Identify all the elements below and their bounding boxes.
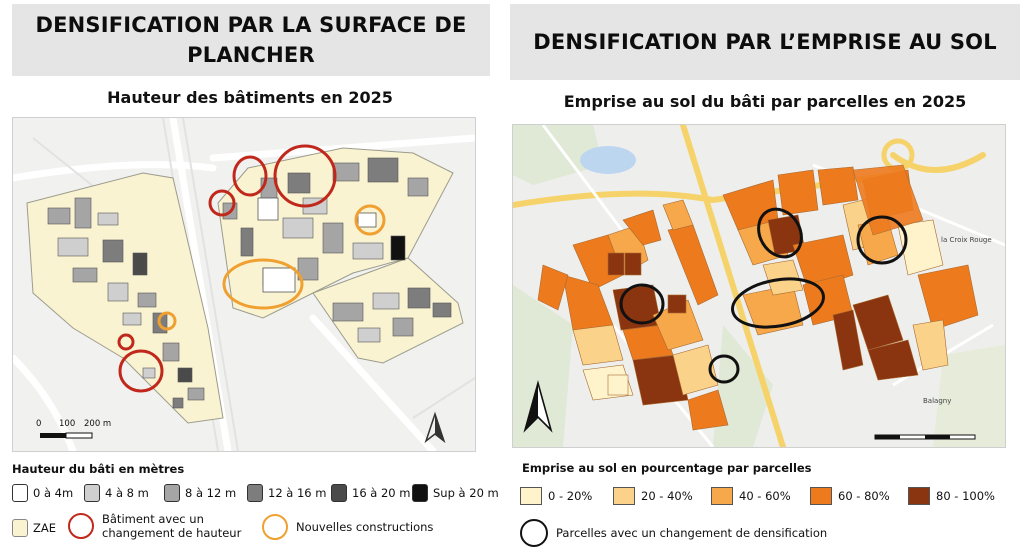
legend-item-height-16-20: 16 à 20 m [331,484,410,502]
legend-item-height-12-16: 12 à 16 m [247,484,326,502]
legend-item-height-4-8: 4 à 8 m [84,484,149,502]
legend-label: ZAE [33,521,57,535]
swatch-height-16-20 [331,484,347,502]
legend-item-height-over-20: Sup à 20 m [412,484,499,502]
legend-item-zae: ZAE [12,519,56,537]
footprint-parcel-map: la Croix Rouge Balagny [512,124,1006,448]
place-label-croix-rouge: la Croix Rouge [941,236,992,244]
place-label-balagny: Balagny [923,397,952,405]
legend-label: Sup à 20 m [433,486,499,500]
building-height-map-drawing [13,118,475,451]
red-circle-icon [68,513,94,539]
legend-label: 4 à 8 m [105,486,149,500]
legend-label-line2: changement de hauteur [102,526,242,540]
swatch-footprint-60-80 [810,487,832,505]
left-banner-title: DENSIFICATION PAR LA SURFACE DE PLANCHER [12,4,490,76]
legend-label: 80 - 100% [936,489,995,503]
legend-item-densification-change: Parcelles avec un changement de densific… [520,519,827,547]
legend-item-footprint-20-40: 20 - 40% [613,487,693,505]
panel-floor-area: DENSIFICATION PAR LA SURFACE DE PLANCHER… [0,0,500,552]
black-circle-icon [520,519,548,547]
legend-item-height-8-12: 8 à 12 m [164,484,236,502]
swatch-height-8-12 [164,484,180,502]
legend-label-multiline: Bâtiment avec un changement de hauteur [102,512,241,540]
north-arrow-icon [424,411,446,444]
swatch-height-12-16 [247,484,263,502]
legend-item-footprint-40-60: 40 - 60% [711,487,791,505]
scale-label-100: 100 [59,419,76,429]
legend-item-height-change: Bâtiment avec un changement de hauteur [68,512,241,540]
legend-label: 8 à 12 m [185,486,237,500]
legend-item-footprint-0-20: 0 - 20% [520,487,592,505]
left-map-subtitle: Hauteur des bâtiments en 2025 [107,88,393,107]
building-height-map: 0 100 200 m [12,117,476,452]
swatch-height-4-8 [84,484,100,502]
swatch-footprint-40-60 [711,487,733,505]
swatch-footprint-80-100 [908,487,930,505]
swatch-footprint-20-40 [613,487,635,505]
legend-label-line1: Bâtiment avec un [102,512,204,526]
legend-label: 0 - 20% [548,489,593,503]
swatch-footprint-0-20 [520,487,542,505]
footprint-parcel-map-drawing [513,125,1005,447]
legend-label: 60 - 80% [838,489,890,503]
right-legend-title: Emprise au sol en pourcentage par parcel… [522,461,812,475]
right-map-subtitle: Emprise au sol du bâti par parcelles en … [563,92,967,111]
legend-item-footprint-80-100: 80 - 100% [908,487,995,505]
swatch-height-over-20 [412,484,428,502]
scale-bar [40,432,93,439]
swatch-zae [12,519,28,537]
right-banner-title: DENSIFICATION PAR L’EMPRISE AU SOL [510,4,1020,80]
panel-ground-footprint: DENSIFICATION PAR L’EMPRISE AU SOL Empri… [506,0,1024,552]
legend-item-footprint-60-80: 60 - 80% [810,487,890,505]
legend-label: 16 à 20 m [352,486,411,500]
scale-label-0: 0 [36,419,42,429]
north-arrow-icon [523,379,553,433]
legend-label: 12 à 16 m [268,486,327,500]
scale-bar [874,434,976,440]
legend-label: 0 à 4m [33,486,74,500]
swatch-height-0-4 [12,484,28,502]
legend-label: 40 - 60% [739,489,791,503]
left-legend-title: Hauteur du bâti en mètres [12,462,185,476]
orange-circle-icon [262,514,288,540]
legend-item-new-construction: Nouvelles constructions [262,514,433,540]
legend-item-height-0-4: 0 à 4m [12,484,73,502]
scale-label-200: 200 m [84,419,112,429]
legend-label: 20 - 40% [641,489,693,503]
legend-label: Nouvelles constructions [296,520,434,534]
legend-label: Parcelles avec un changement de densific… [556,526,828,540]
